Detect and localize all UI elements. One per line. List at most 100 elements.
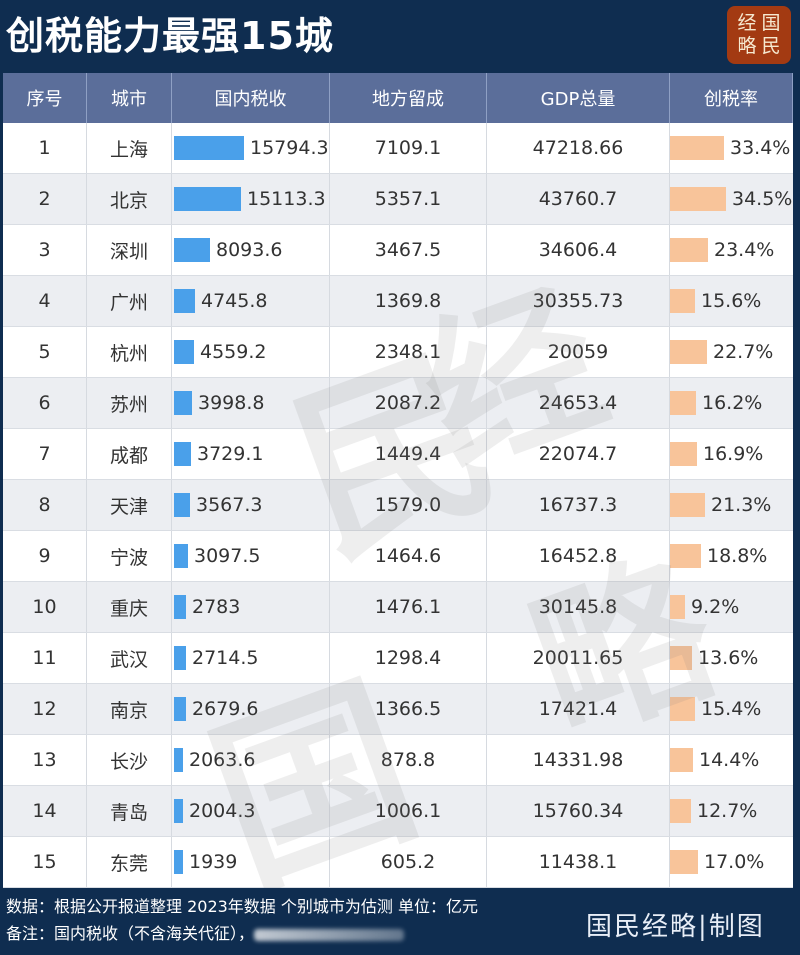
tax-value: 2783 (192, 596, 241, 618)
rate-cell: 33.4% (670, 123, 793, 173)
gdp-cell: 30355.73 (487, 276, 670, 326)
gdp-cell: 24653.4 (487, 378, 670, 428)
gdp-cell: 47218.66 (487, 123, 670, 173)
tax-cell: 4559.2 (172, 327, 330, 377)
column-header-rate: 创税率 (670, 73, 793, 123)
rate-cell: 13.6% (670, 633, 793, 683)
city-cell: 青岛 (87, 786, 172, 836)
table-row: 12 南京 2679.6 1366.5 17421.4 15.4% (3, 684, 793, 735)
rate-bar (670, 850, 698, 874)
rate-value: 18.8% (707, 545, 768, 567)
tax-bar (174, 595, 186, 619)
local-cell: 1449.4 (330, 429, 487, 479)
rate-bar (670, 748, 693, 772)
table-body: 1 上海 15794.3 7109.1 47218.66 33.4% 2 北京 15113.3 5… (3, 123, 793, 888)
table-row: 5 杭州 4559.2 2348.1 20059 22.7% (3, 327, 793, 378)
rank-cell: 15 (3, 837, 87, 887)
local-cell: 3467.5 (330, 225, 487, 275)
tax-cell: 3097.5 (172, 531, 330, 581)
table-row: 11 武汉 2714.5 1298.4 20011.65 13.6% (3, 633, 793, 684)
remark-note: 备注：国内税收（不含海关代征）， (6, 920, 478, 947)
rate-value: 33.4% (730, 137, 791, 159)
rate-cell: 16.2% (670, 378, 793, 428)
city-cell: 长沙 (87, 735, 172, 785)
blurred-text (254, 928, 405, 941)
rate-cell: 16.9% (670, 429, 793, 479)
tax-cell: 8093.6 (172, 225, 330, 275)
rate-value: 17.0% (704, 851, 765, 873)
tax-value: 3097.5 (194, 545, 261, 567)
rank-cell: 11 (3, 633, 87, 683)
tax-value: 3567.3 (196, 494, 263, 516)
tax-cell: 2063.6 (172, 735, 330, 785)
gdp-cell: 20059 (487, 327, 670, 377)
page-title: 创税能力最强15城 (6, 14, 334, 58)
local-cell: 1366.5 (330, 684, 487, 734)
rank-cell: 9 (3, 531, 87, 581)
local-cell: 7109.1 (330, 123, 487, 173)
city-cell: 北京 (87, 174, 172, 224)
city-cell: 武汉 (87, 633, 172, 683)
local-cell: 5357.1 (330, 174, 487, 224)
tax-bar (174, 697, 186, 721)
rate-value: 34.5% (732, 188, 793, 210)
rank-cell: 6 (3, 378, 87, 428)
logo-char: 经 (737, 12, 757, 34)
rate-value: 16.2% (702, 392, 763, 414)
logo-char: 略 (737, 35, 757, 57)
city-cell: 苏州 (87, 378, 172, 428)
local-cell: 1369.8 (330, 276, 487, 326)
rank-cell: 5 (3, 327, 87, 377)
rate-bar (670, 799, 691, 823)
rate-bar (670, 697, 695, 721)
table-row: 9 宁波 3097.5 1464.6 16452.8 18.8% (3, 531, 793, 582)
rate-bar (670, 238, 708, 262)
gdp-cell: 17421.4 (487, 684, 670, 734)
gdp-cell: 15760.34 (487, 786, 670, 836)
local-cell: 1579.0 (330, 480, 487, 530)
rate-value: 12.7% (697, 800, 758, 822)
table-row: 15 东莞 1939 605.2 11438.1 17.0% (3, 837, 793, 888)
city-cell: 宁波 (87, 531, 172, 581)
rate-cell: 22.7% (670, 327, 793, 377)
table-row: 8 天津 3567.3 1579.0 16737.3 21.3% (3, 480, 793, 531)
gdp-cell: 14331.98 (487, 735, 670, 785)
brand-credit: 国民经略|制图 (586, 912, 765, 942)
table-row: 14 青岛 2004.3 1006.1 15760.34 12.7% (3, 786, 793, 837)
rate-bar (670, 289, 695, 313)
logo-char: 民 (761, 35, 781, 57)
tax-value: 3729.1 (197, 443, 264, 465)
tax-bar (174, 136, 244, 160)
rate-bar (670, 340, 707, 364)
table-row: 13 长沙 2063.6 878.8 14331.98 14.4% (3, 735, 793, 786)
column-header-city: 城市 (87, 73, 172, 123)
tax-bar (174, 748, 183, 772)
tax-cell: 3729.1 (172, 429, 330, 479)
city-cell: 深圳 (87, 225, 172, 275)
city-cell: 东莞 (87, 837, 172, 887)
gdp-cell: 43760.7 (487, 174, 670, 224)
gdp-cell: 34606.4 (487, 225, 670, 275)
rank-cell: 1 (3, 123, 87, 173)
rank-cell: 8 (3, 480, 87, 530)
table-row: 2 北京 15113.3 5357.1 43760.7 34.5% (3, 174, 793, 225)
rate-value: 15.4% (701, 698, 762, 720)
local-cell: 1298.4 (330, 633, 487, 683)
tax-cell: 2679.6 (172, 684, 330, 734)
tax-value: 15794.3 (250, 137, 329, 159)
tax-cell: 2004.3 (172, 786, 330, 836)
rate-cell: 18.8% (670, 531, 793, 581)
tax-cell: 15794.3 (172, 123, 330, 173)
tax-bar (174, 799, 183, 823)
rank-cell: 10 (3, 582, 87, 632)
local-cell: 1464.6 (330, 531, 487, 581)
tax-bar (174, 850, 183, 874)
tax-bar (174, 187, 241, 211)
tax-cell: 3567.3 (172, 480, 330, 530)
table-row: 7 成都 3729.1 1449.4 22074.7 16.9% (3, 429, 793, 480)
local-cell: 878.8 (330, 735, 487, 785)
tax-bar (174, 544, 188, 568)
rate-bar (670, 493, 705, 517)
city-cell: 成都 (87, 429, 172, 479)
rate-value: 14.4% (699, 749, 760, 771)
